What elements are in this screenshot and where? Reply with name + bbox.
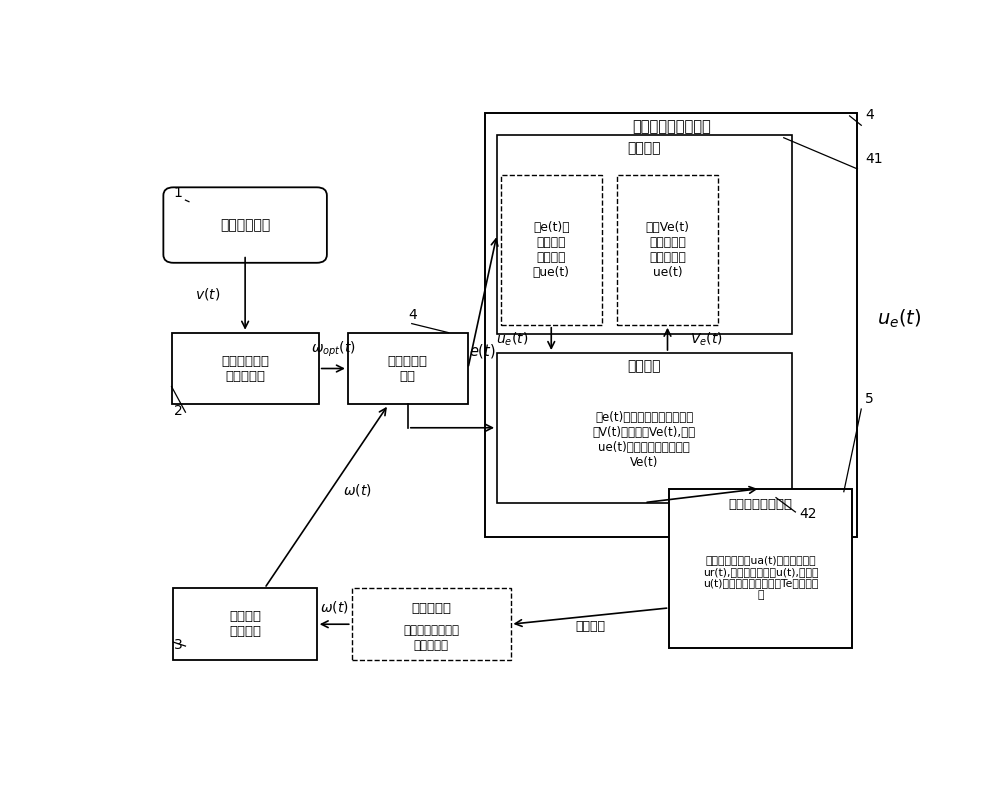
Text: 4: 4 — [865, 108, 874, 122]
Text: $e(t)$: $e(t)$ — [469, 342, 496, 360]
Bar — [352, 588, 511, 660]
Text: $V_e(t)$: $V_e(t)$ — [690, 330, 723, 347]
Text: 自适应鲁棒控制模块: 自适应鲁棒控制模块 — [632, 119, 711, 134]
Text: 角速度处理
模块: 角速度处理 模块 — [388, 355, 428, 382]
Text: 风力发电机: 风力发电机 — [411, 602, 451, 615]
Text: 动作网络: 动作网络 — [628, 141, 661, 156]
Text: 根据控制信号调整
发电机转矩: 根据控制信号调整 发电机转矩 — [403, 624, 459, 652]
Text: 风速采集系统: 风速采集系统 — [220, 218, 270, 232]
Text: 风机信息
采集模块: 风机信息 采集模块 — [229, 610, 261, 638]
Bar — [348, 333, 468, 404]
Text: $u_e(t)$: $u_e(t)$ — [496, 330, 529, 347]
Text: 控制信号: 控制信号 — [575, 620, 605, 633]
Bar — [172, 333, 319, 404]
Text: 结合Ve(t)
学习训练，
更新动作值
ue(t): 结合Ve(t) 学习训练， 更新动作值 ue(t) — [646, 221, 690, 279]
Text: 评价网络: 评价网络 — [628, 360, 661, 373]
FancyBboxPatch shape — [163, 187, 327, 262]
Bar — [669, 488, 852, 648]
Text: 以e(t)作为输入的到性能函数
值V(t)及其导数Ve(t),结合
ue(t)进行学习训练，更新
Ve(t): 以e(t)作为输入的到性能函数 值V(t)及其导数Ve(t),结合 ue(t)进… — [593, 411, 696, 469]
Text: $v(t)$: $v(t)$ — [195, 286, 221, 301]
Bar — [617, 175, 718, 325]
Text: 2: 2 — [174, 404, 183, 418]
Bar — [497, 353, 792, 502]
Bar — [501, 175, 602, 325]
Text: 计算稳态控制值ua(t)和鲁棒补偿值
ur(t),得到完整输入值u(t),生成与
u(t)对应的发电机转矩值Te、控制信
号: 计算稳态控制值ua(t)和鲁棒补偿值 ur(t),得到完整输入值u(t),生成与… — [703, 555, 818, 600]
Text: $\omega_{opt}(t)$: $\omega_{opt}(t)$ — [311, 340, 356, 360]
Bar — [173, 588, 317, 660]
Text: $\omega(t)$: $\omega(t)$ — [343, 482, 372, 498]
Text: 以e(t)作
为输入，
得到动作
值ue(t): 以e(t)作 为输入， 得到动作 值ue(t) — [533, 221, 570, 279]
Bar — [485, 113, 857, 537]
Text: 5: 5 — [865, 392, 874, 406]
Text: 1: 1 — [174, 186, 183, 200]
Bar — [497, 134, 792, 335]
Text: 42: 42 — [799, 507, 817, 521]
Text: 4: 4 — [408, 308, 417, 322]
Text: $\omega(t)$: $\omega(t)$ — [320, 599, 349, 616]
Text: 控制信号生成模块: 控制信号生成模块 — [728, 497, 792, 510]
Text: $u_e(t)$: $u_e(t)$ — [877, 308, 921, 330]
Text: 最优风轮角速
度计算模块: 最优风轮角速 度计算模块 — [221, 355, 269, 382]
Text: 41: 41 — [865, 151, 883, 166]
Text: 3: 3 — [174, 638, 183, 652]
